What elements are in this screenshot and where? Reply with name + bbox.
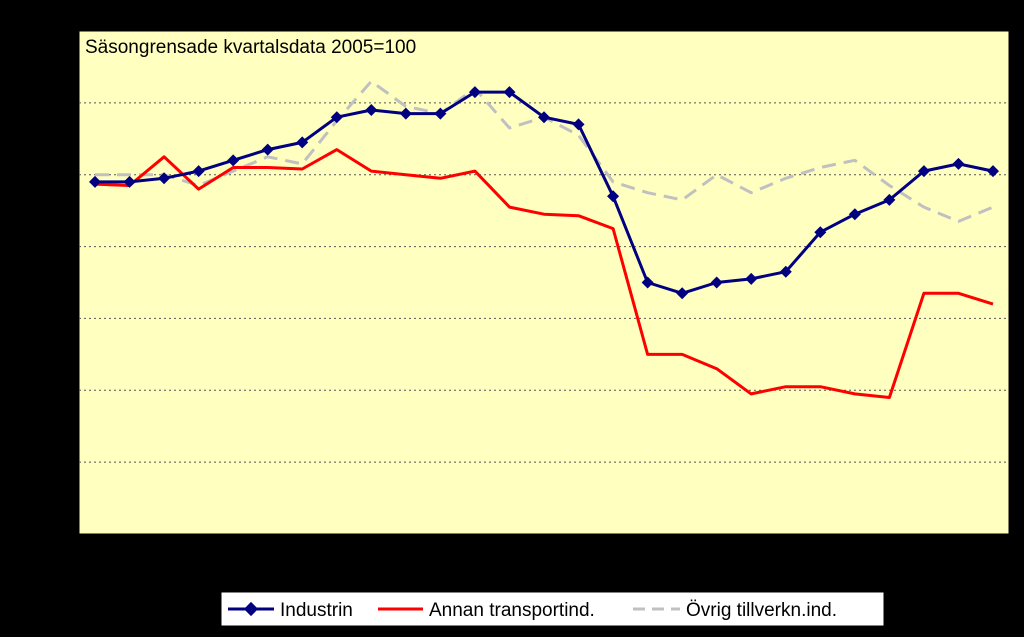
chart-title: Säsongrensade kvartalsdata 2005=100 — [85, 37, 416, 58]
data-point-industrin — [89, 175, 101, 188]
data-point-industrin — [365, 104, 378, 117]
data-point-industrin — [710, 276, 723, 289]
data-point-industrin — [158, 172, 171, 185]
data-point-industrin — [641, 276, 654, 289]
data-point-industrin — [538, 111, 550, 124]
legend-label-ovrig-tillverkn: Övrig tillverkn.ind. — [686, 600, 837, 621]
gridlines — [78, 102, 1009, 539]
legend-item-ovrig-tillverkn: Övrig tillverkn.ind. — [633, 600, 837, 621]
data-point-industrin — [468, 86, 481, 99]
data-point-industrin — [814, 226, 827, 239]
plot-area — [78, 30, 1010, 535]
data-point-industrin — [330, 111, 343, 124]
data-point-industrin — [227, 154, 240, 167]
data-point-industrin — [434, 107, 447, 120]
series-line-annan-transportind — [94, 148, 994, 399]
data-point-industrin — [848, 208, 861, 221]
data-point-industrin — [779, 265, 792, 278]
data-point-industrin — [123, 175, 136, 188]
legend-box — [220, 591, 885, 627]
data-point-industrin — [503, 86, 516, 99]
data-point-industrin — [745, 272, 758, 285]
data-point-industrin — [399, 107, 412, 120]
data-point-industrin — [952, 157, 965, 170]
data-point-industrin — [192, 165, 205, 178]
legend-marker-industrin — [243, 601, 259, 617]
data-point-industrin — [676, 287, 689, 300]
legend-item-annan-transportind: Annan transportind. — [378, 600, 595, 621]
data-point-industrin — [987, 165, 999, 178]
series-layer — [89, 79, 999, 399]
data-point-industrin — [572, 118, 585, 131]
legend-label-annan-transportind: Annan transportind. — [429, 600, 595, 621]
legend: Industrin Annan transportind. Övrig till… — [220, 591, 885, 627]
data-point-industrin — [607, 190, 620, 203]
data-point-industrin — [261, 143, 274, 156]
legend-label-industrin: Industrin — [280, 600, 353, 621]
data-point-industrin — [883, 193, 896, 206]
data-point-industrin — [296, 136, 309, 149]
legend-item-industrin: Industrin — [228, 600, 353, 621]
data-point-industrin — [917, 165, 930, 178]
